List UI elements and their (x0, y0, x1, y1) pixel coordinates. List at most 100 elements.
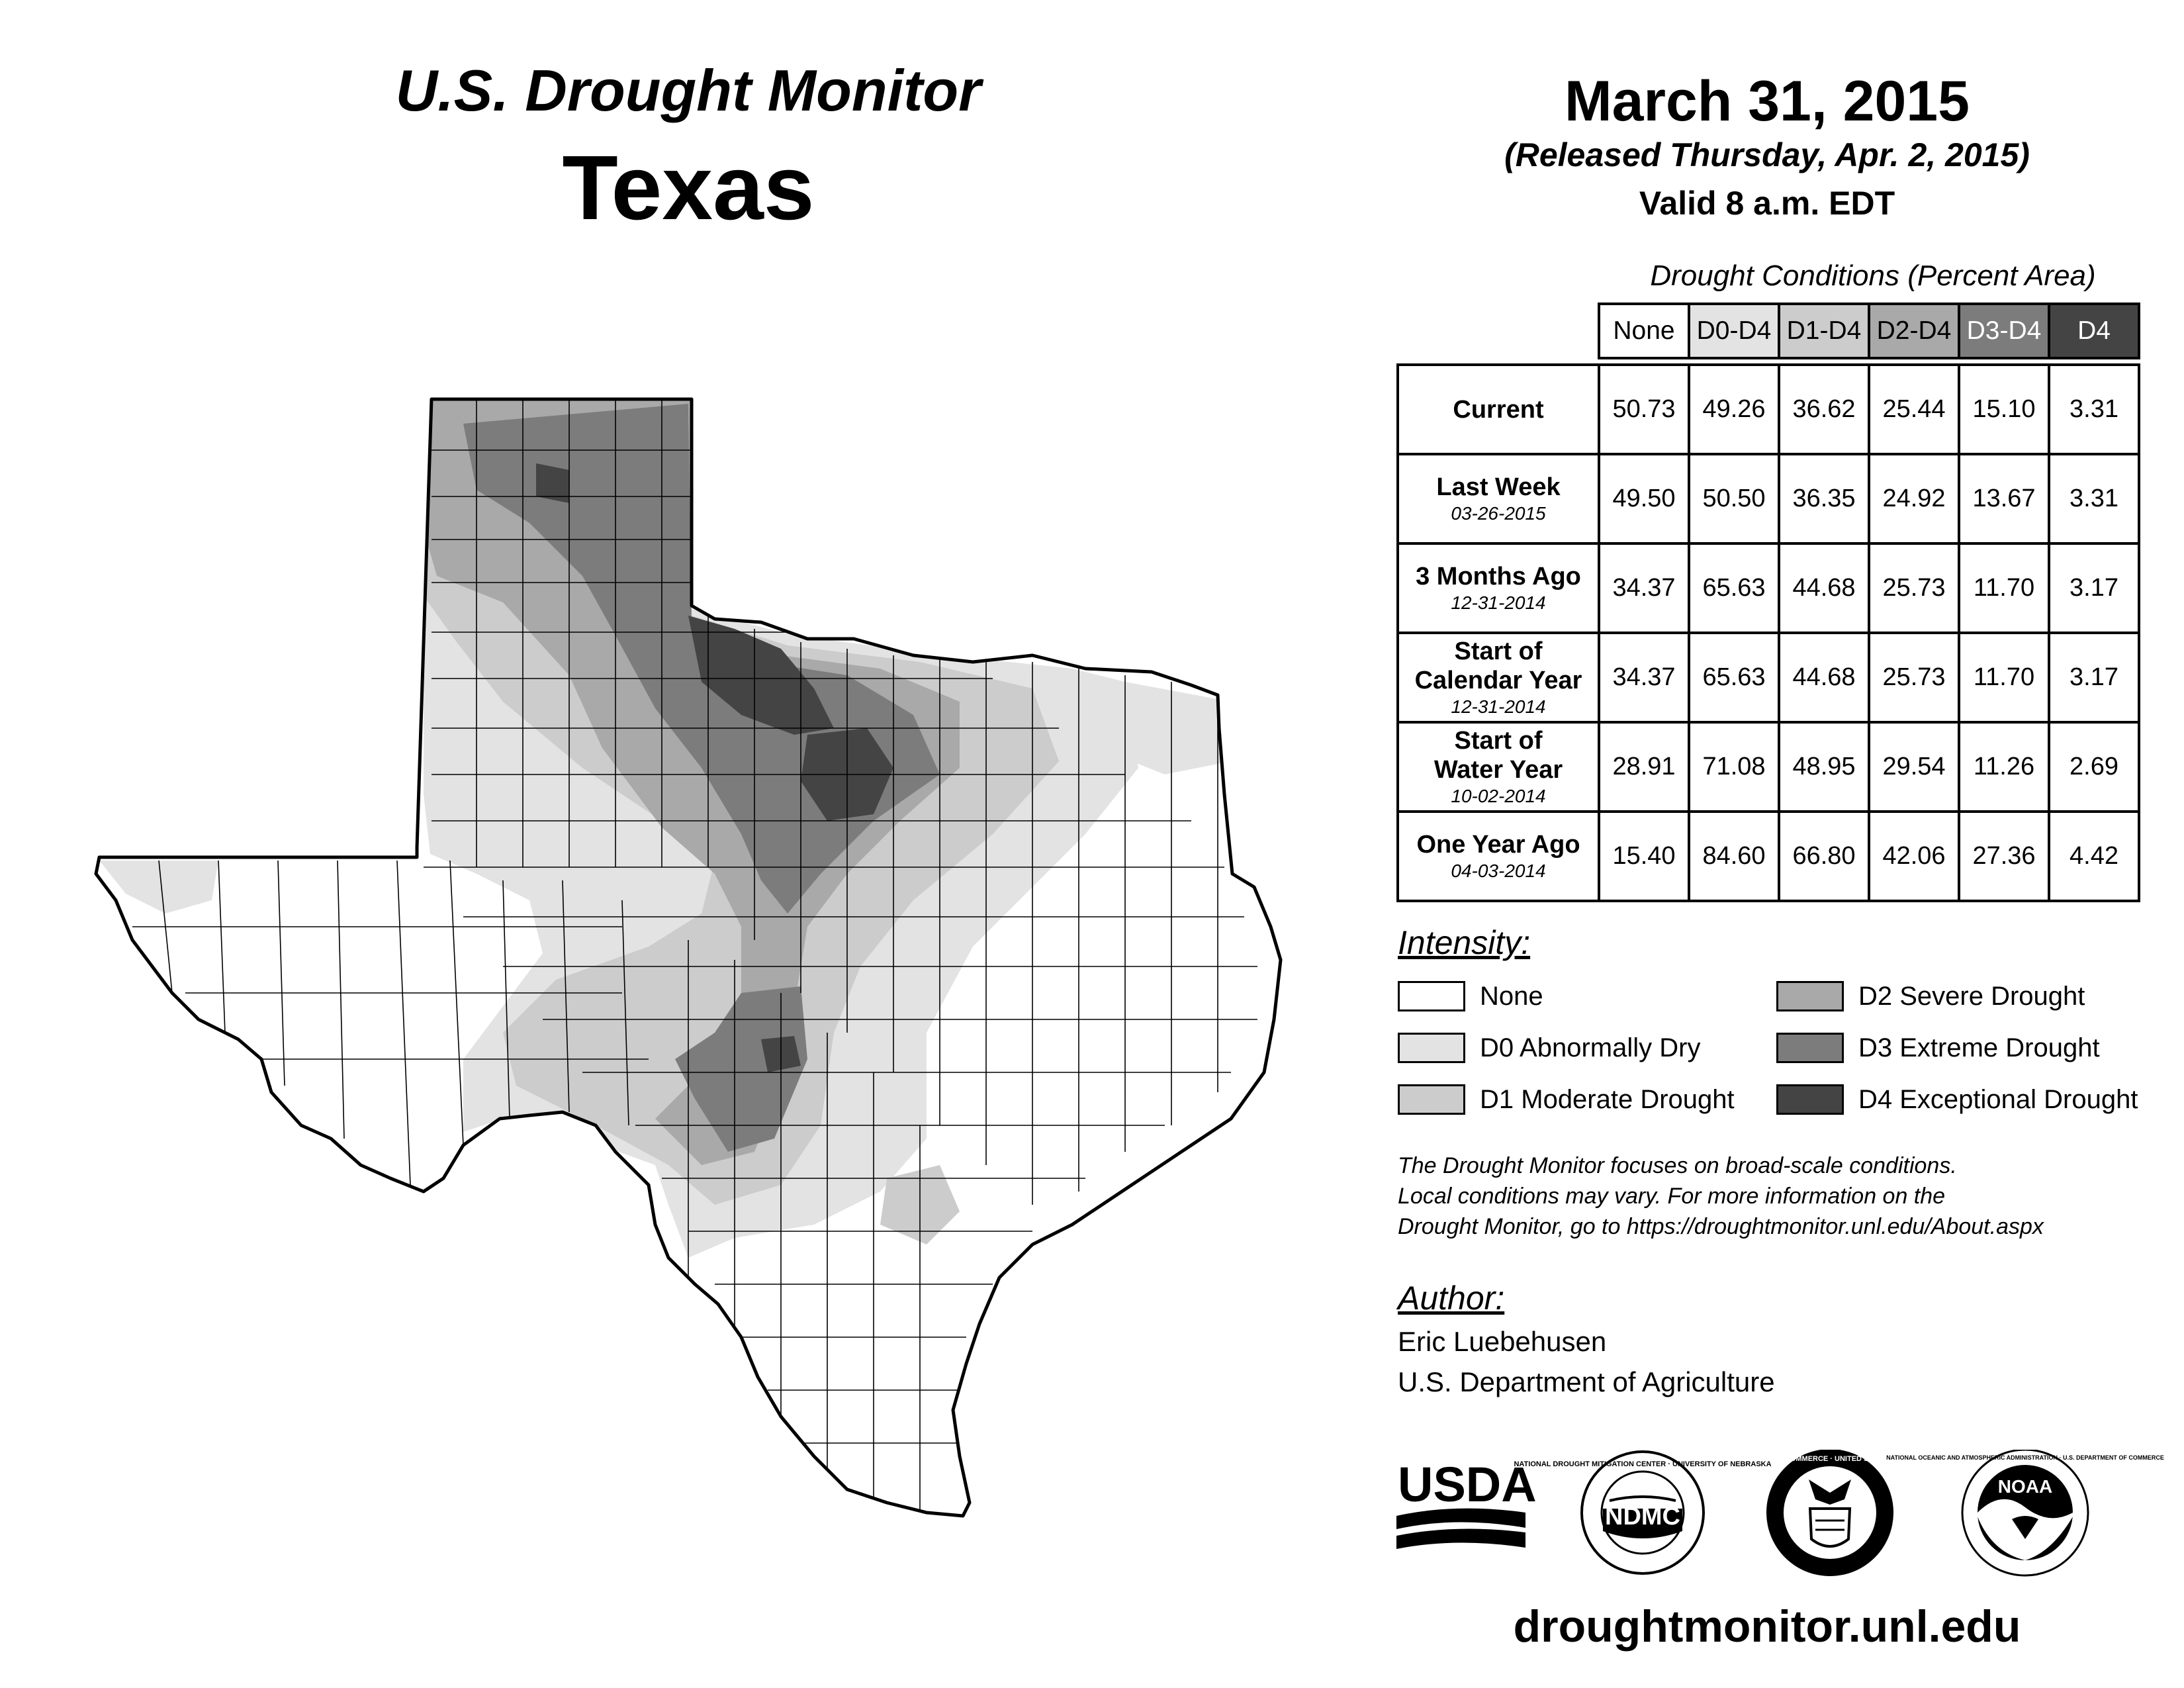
usda-logo-text: USDA (1398, 1457, 1537, 1512)
row-label: Last Week 03-26-2015 (1396, 453, 1600, 545)
author-org: U.S. Department of Agriculture (1398, 1366, 1775, 1397)
row-date: 10-02-2014 (1451, 785, 1546, 806)
commerce-ring-text: DEPARTMENT OF COMMERCE · UNITED STATES O… (1721, 1455, 1939, 1463)
col-header-d1-d4: D1-D4 (1778, 303, 1870, 359)
legend-label: D2 Severe Drought (1858, 981, 2085, 1011)
cell-value: 15.40 (1598, 810, 1690, 902)
logo-strip: USDA NDMC NATIONAL DROUGHT MITIGATION CE… (1396, 1450, 2164, 1577)
table-row: 3 Months Ago 12-31-2014 34.37 65.63 44.68… (1396, 542, 2140, 634)
col-header-d2-d4: D2-D4 (1868, 303, 1960, 359)
legend-item-d4: D4 Exceptional Drought (1776, 1082, 2138, 1117)
cell-value: 29.54 (1868, 721, 1960, 813)
author-title: Author: (1398, 1280, 1505, 1317)
legend-label: D3 Extreme Drought (1858, 1033, 2100, 1062)
legend-swatch (1398, 1033, 1465, 1063)
table-row: Last Week 03-26-2015 49.50 50.50 36.35 24… (1396, 453, 2140, 545)
col-header-none: None (1598, 303, 1690, 359)
cell-value: 44.68 (1778, 542, 1870, 634)
cell-value: 24.92 (1868, 453, 1960, 545)
legend-item-d1: D1 Moderate Drought (1398, 1082, 1735, 1117)
cell-value: 50.73 (1598, 363, 1690, 455)
cell-value: 25.44 (1868, 363, 1960, 455)
col-header-d3-d4: D3-D4 (1958, 303, 2050, 359)
cell-value: 49.50 (1598, 453, 1690, 545)
row-label: One Year Ago 04-03-2014 (1396, 810, 1600, 902)
usda-logo: USDA (1396, 1457, 1537, 1549)
cell-value: 34.37 (1598, 542, 1690, 634)
cell-value: 65.63 (1688, 542, 1780, 634)
cell-value: 71.08 (1688, 721, 1780, 813)
row-label-text: Last Week (1436, 473, 1561, 501)
texas-outline (94, 397, 1283, 1518)
col-header-d4: D4 (2048, 303, 2140, 359)
legend-label: D0 Abnormally Dry (1480, 1033, 1701, 1062)
legend-swatch (1776, 1033, 1844, 1063)
cell-value: 27.36 (1958, 810, 2050, 902)
cell-value: 48.95 (1778, 721, 1870, 813)
row-label: Current (1396, 363, 1600, 455)
table-row: Start of Water Year 10-02-2014 28.91 71.0… (1396, 721, 2140, 813)
cell-value: 42.06 (1868, 810, 1960, 902)
cell-value: 66.80 (1778, 810, 1870, 902)
ndmc-logo: NDMC NATIONAL DROUGHT MITIGATION CENTER … (1514, 1450, 1772, 1575)
cell-value: 11.26 (1958, 721, 2050, 813)
legend-swatch (1398, 981, 1465, 1011)
table-row: One Year Ago 04-03-2014 15.40 84.60 66.80… (1396, 810, 2140, 902)
cell-value: 49.26 (1688, 363, 1780, 455)
legend-swatch (1776, 981, 1844, 1011)
cell-value: 65.63 (1688, 632, 1780, 724)
drought-conditions-table: None D0-D4 D1-D4 D2-D4 D3-D4 D4 Current … (1396, 303, 2140, 902)
noaa-logo-text: NOAA (1998, 1476, 2052, 1497)
legend-item-none: None (1398, 978, 1543, 1014)
legend-label: None (1480, 981, 1543, 1011)
table-row: Start of Calendar Year 12-31-2014 34.37 6… (1396, 632, 2140, 724)
col-header-d0-d4: D0-D4 (1688, 303, 1780, 359)
cell-value: 28.91 (1598, 721, 1690, 813)
row-date: 04-03-2014 (1451, 860, 1546, 881)
legend-item-d0: D0 Abnormally Dry (1398, 1030, 1700, 1066)
cell-value: 44.68 (1778, 632, 1870, 724)
disclaimer-line: Local conditions may vary. For more info… (1398, 1184, 1946, 1209)
header-blank (1398, 304, 1599, 358)
row-date: 12-31-2014 (1451, 592, 1546, 613)
cell-value: 3.31 (2048, 453, 2140, 545)
disclaimer-line: The Drought Monitor focuses on broad-sca… (1398, 1153, 1957, 1178)
d4-region (688, 616, 834, 735)
state-title: Texas (562, 137, 815, 239)
cell-value: 50.50 (1688, 453, 1780, 545)
cell-value: 4.42 (2048, 810, 2140, 902)
row-label-text: One Year Ago (1416, 830, 1580, 859)
cell-value: 25.73 (1868, 542, 1960, 634)
cell-value: 84.60 (1688, 810, 1780, 902)
row-date: 03-26-2015 (1451, 502, 1546, 524)
website-url[interactable]: droughtmonitor.unl.edu (1513, 1601, 2021, 1652)
legend-swatch (1398, 1084, 1465, 1115)
d2-region (424, 399, 960, 1165)
row-label-text: 3 Months Ago (1416, 562, 1581, 590)
cell-value: 11.70 (1958, 542, 2050, 634)
legend-item-d3: D3 Extreme Drought (1776, 1030, 2100, 1066)
row-label-text: Current (1453, 395, 1544, 424)
noaa-logo: NOAA NATIONAL OCEANIC AND ATMOSPHERIC AD… (1886, 1450, 2164, 1577)
disclaimer-line: Drought Monitor, go to https://droughtmo… (1398, 1214, 2044, 1239)
cell-value: 3.31 (2048, 363, 2140, 455)
ndmc-ring-text: NATIONAL DROUGHT MITIGATION CENTER · UNI… (1514, 1460, 1771, 1468)
row-label-text: Start of Calendar Year (1414, 637, 1582, 694)
intensity-title: Intensity: (1398, 924, 1531, 961)
valid-time: Valid 8 a.m. EDT (1639, 185, 1895, 222)
author-name: Eric Luebehusen (1398, 1326, 1607, 1357)
release-date: (Released Thursday, Apr. 2, 2015) (1504, 136, 2030, 173)
legend-label: D4 Exceptional Drought (1858, 1084, 2138, 1114)
cell-value: 15.10 (1958, 363, 2050, 455)
disclaimer: The Drought Monitor focuses on broad-sca… (1398, 1150, 2179, 1242)
row-date: 12-31-2014 (1451, 696, 1546, 717)
table-header-row: None D0-D4 D1-D4 D2-D4 D3-D4 D4 (1398, 303, 2140, 359)
cell-value: 11.70 (1958, 632, 2050, 724)
cell-value: 3.17 (2048, 542, 2140, 634)
cell-value: 36.35 (1778, 453, 1870, 545)
row-label: Start of Calendar Year 12-31-2014 (1396, 632, 1600, 724)
map-date: March 31, 2015 (1565, 70, 1970, 133)
legend-swatch (1776, 1084, 1844, 1115)
commerce-seal: DEPARTMENT OF COMMERCE · UNITED STATES O… (1721, 1450, 1939, 1576)
cell-value: 3.17 (2048, 632, 2140, 724)
